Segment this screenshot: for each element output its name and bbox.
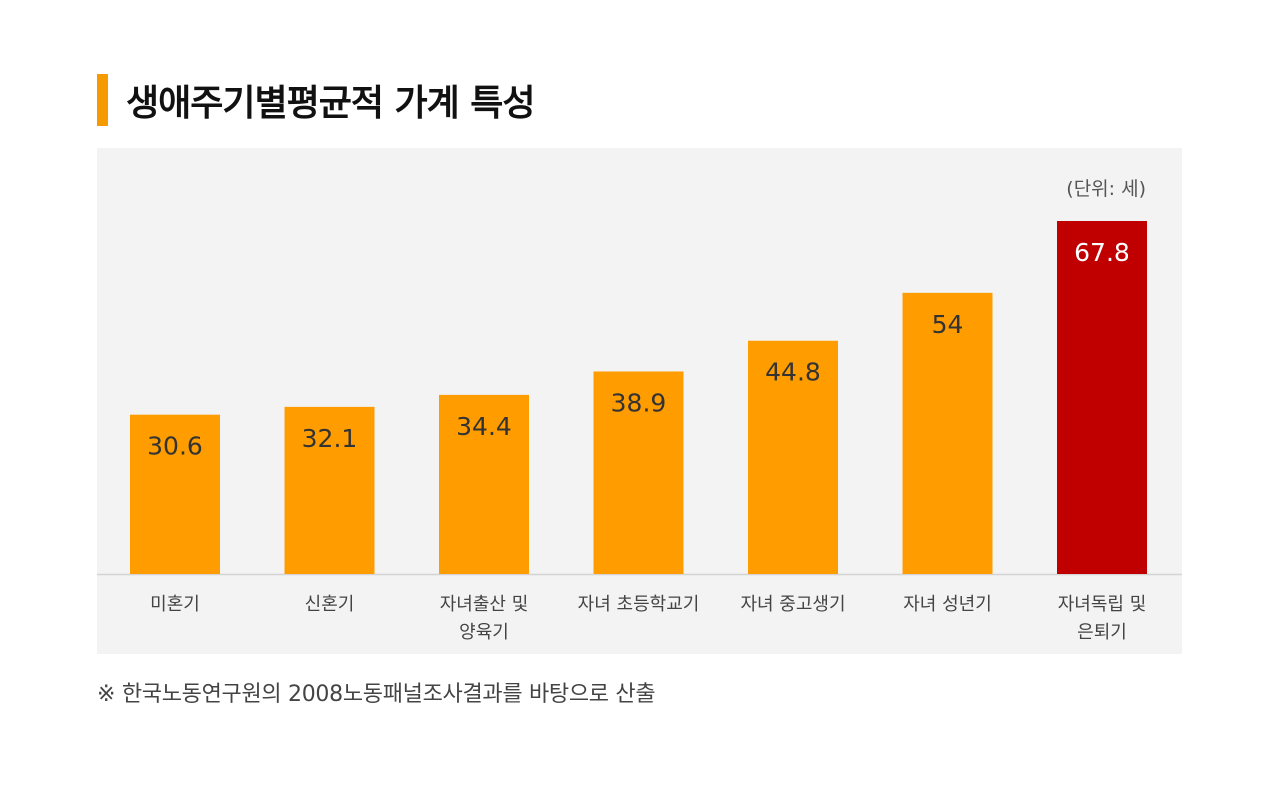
bar-7 (1057, 221, 1147, 574)
data-label-1: 30.6 (147, 432, 203, 461)
x-tick-label-3-line-2: 양육기 (459, 622, 509, 643)
x-tick-label-5: 자녀 중고생기 (740, 594, 845, 615)
bar-6 (902, 292, 993, 574)
bar-5 (748, 340, 838, 574)
x-tick-label-6: 자녀 성년기 (903, 594, 992, 615)
data-label-7: 67.8 (1074, 238, 1130, 267)
x-tick-label-3-line-1: 자녀출산 및 (440, 594, 529, 615)
data-label-4: 38.9 (611, 388, 667, 417)
x-tick-label-4: 자녀 초등학교기 (578, 594, 700, 615)
data-label-5: 44.8 (765, 358, 821, 387)
chart-title-block: 생애주기별평균적 가계 특성 (97, 72, 536, 128)
bar-3 (439, 394, 529, 574)
bar-1 (130, 414, 220, 574)
bar-2 (284, 406, 375, 574)
data-label-3: 34.4 (456, 412, 512, 441)
title-accent-bar (97, 74, 108, 126)
chart-title: 생애주기별평균적 가계 특성 (126, 83, 536, 124)
x-tick-label-7-line-2: 은퇴기 (1077, 622, 1127, 643)
footnote: ※ 한국노동연구원의 2008노동패널조사결과를 바탕으로 산출 (97, 682, 656, 707)
x-tick-label-7-line-1: 자녀독립 및 (1058, 594, 1147, 615)
bar-4 (593, 371, 684, 574)
data-label-6: 54 (932, 310, 964, 339)
x-tick-label-1: 미혼기 (150, 594, 200, 615)
data-label-2: 32.1 (302, 424, 358, 453)
unit-label: (단위: 세) (1066, 178, 1146, 200)
x-tick-label-2: 신혼기 (305, 594, 355, 615)
